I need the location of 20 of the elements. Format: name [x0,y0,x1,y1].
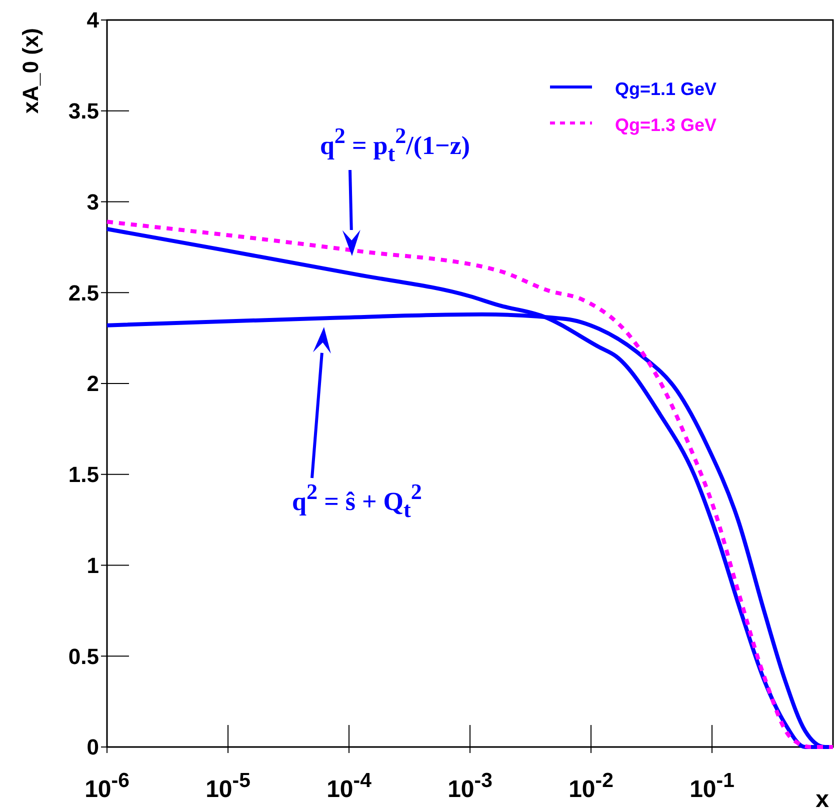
y-tick-label: 1 [86,552,99,578]
y-tick-label: 0 [86,734,99,760]
x-tick-label: 10$^{-5}$ [206,770,250,803]
y-tick-label: 1.5 [68,462,99,488]
x-tick-label: 10$^{-6}$ [84,770,130,803]
x-tick-label: 10$^{-1}$ [690,770,734,803]
legend-label: Qg=1.1 GeV [615,79,717,99]
y-tick-label: 3.5 [68,98,99,124]
y-tick-label: 0.5 [68,644,99,669]
y-axis-title: xA_0 (x) [18,28,43,114]
x-tick-label: 10$^{-4}$ [326,770,372,803]
x-axis-title: x [816,786,830,808]
y-tick-label: 4 [86,8,100,33]
x-tick-label: 10$^{-3}$ [448,770,492,803]
y-tick-label: 3 [86,189,99,214]
legend-label: Qg=1.3 GeV [615,115,717,135]
y-tick-label: 2.5 [68,280,99,306]
annotation: q$^{2}$ = p$_{t}$$^{2}$/(1−z) [320,123,470,166]
y-tick-label: 2 [86,371,99,396]
x-tick-label: 10$^{-2}$ [568,770,614,803]
